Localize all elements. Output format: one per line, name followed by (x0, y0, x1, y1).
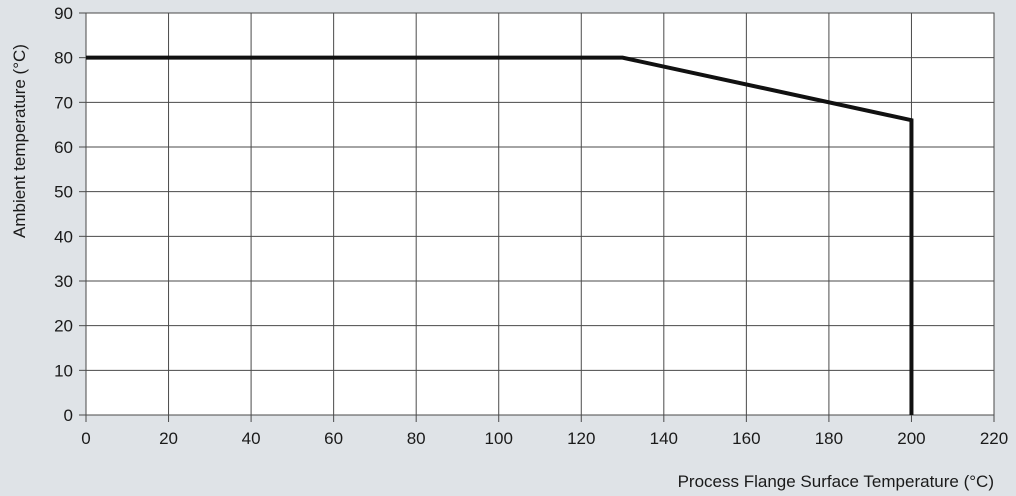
y-tick-label: 80 (54, 49, 73, 68)
axis-ticks: 0 20 40 60 80 100 120 140 160 180 200 220 0 10 20 30 40 5… (54, 4, 1008, 448)
y-tick-label: 20 (54, 317, 73, 336)
x-tick-label: 0 (81, 429, 90, 448)
x-tick-label: 60 (324, 429, 343, 448)
y-tick-label: 40 (54, 227, 73, 246)
y-tick-label: 60 (54, 138, 73, 157)
y-axis-label: Ambient temperature (°C) (10, 44, 29, 238)
x-tick-label: 20 (159, 429, 178, 448)
y-tick-label: 90 (54, 4, 73, 23)
x-tick-label: 80 (407, 429, 426, 448)
y-tick-label: 50 (54, 183, 73, 202)
y-tick-label: 70 (54, 93, 73, 112)
x-tick-label: 100 (485, 429, 513, 448)
x-tick-label: 40 (242, 429, 261, 448)
x-tick-label: 220 (980, 429, 1008, 448)
y-tick-label: 0 (64, 406, 73, 425)
x-tick-label: 180 (815, 429, 843, 448)
series-line (86, 55, 914, 415)
plot-frame (85, 12, 995, 416)
x-tick-label: 120 (567, 429, 595, 448)
y-tick-label: 10 (54, 361, 73, 380)
x-tick-label: 160 (732, 429, 760, 448)
series-group (86, 55, 914, 415)
x-tick-label: 200 (897, 429, 925, 448)
y-tick-label: 30 (54, 272, 73, 291)
x-tick-label: 140 (650, 429, 678, 448)
plot-area (86, 13, 994, 415)
x-axis-label: Process Flange Surface Temperature (°C) (678, 472, 994, 491)
